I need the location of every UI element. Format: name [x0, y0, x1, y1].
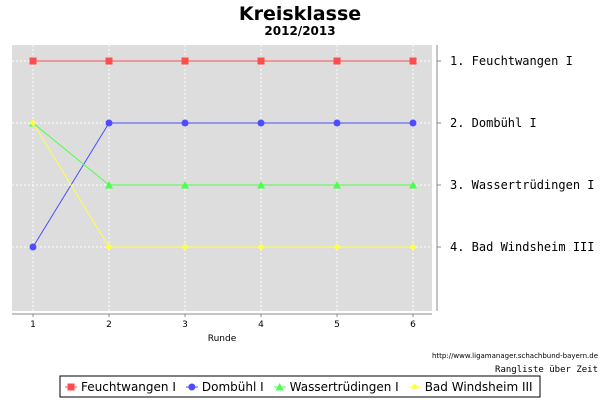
rank-label: 3. Wassertrüdingen I	[450, 178, 595, 192]
data-point	[105, 181, 113, 189]
x-axis-label: Runde	[208, 334, 237, 344]
axes	[12, 45, 441, 317]
data-point	[181, 243, 189, 251]
legend-box	[59, 375, 541, 398]
legend-item: Wassertrüdingen I	[273, 380, 399, 394]
x-tick-labels: 1 2 3 4 5 6	[30, 320, 416, 330]
legend: Feuchtwangen I Dombühl I Wassertrüdingen I…	[65, 380, 533, 394]
data-point	[105, 119, 113, 127]
series-line	[32, 122, 413, 186]
legend-label: Feuchtwangen I	[81, 380, 176, 394]
legend-item: Dombühl I	[185, 380, 264, 394]
data-point	[29, 243, 37, 251]
rank-labels: 1. Feuchtwangen I 2. Dombühl I 3. Wassertr…	[450, 54, 595, 254]
series-line	[32, 122, 413, 248]
rank-label: 4. Bad Windsheim III	[450, 240, 595, 254]
chart-caption: Rangliste über Zeit	[495, 365, 598, 375]
data-point	[257, 243, 265, 251]
data-point	[181, 57, 189, 65]
legend-item: Feuchtwangen I	[65, 380, 176, 394]
data-point	[105, 57, 113, 65]
data-point	[409, 119, 417, 127]
data-point	[409, 57, 417, 65]
plot-area	[12, 45, 432, 311]
data-point	[333, 181, 341, 189]
legend-marker	[188, 383, 196, 391]
data-point	[257, 119, 265, 127]
data-point	[333, 57, 341, 65]
data-point	[29, 57, 37, 65]
data-point	[181, 119, 189, 127]
rank-label: 1. Feuchtwangen I	[450, 54, 573, 68]
series-wassertr-dingen-i	[29, 119, 417, 189]
x-tick-label: 1	[30, 320, 36, 330]
chart-title: Kreisklasse	[239, 3, 361, 25]
x-tick-label: 5	[334, 320, 340, 330]
chart-subtitle: 2012/2013	[264, 24, 335, 38]
data-point	[257, 57, 265, 65]
series-line	[32, 122, 413, 248]
data-point	[105, 243, 113, 251]
x-tick-label: 4	[258, 320, 264, 330]
rank-label: 2. Dombühl I	[450, 116, 537, 130]
legend-label: Bad Windsheim III	[425, 380, 533, 394]
data-point	[257, 181, 265, 189]
x-tick-label: 6	[410, 320, 416, 330]
data-point	[333, 243, 341, 251]
legend-label: Dombühl I	[202, 380, 264, 394]
x-tick-label: 3	[182, 320, 188, 330]
series-feuchtwangen-i	[29, 57, 417, 65]
legend-marker	[411, 383, 419, 391]
legend-marker	[275, 383, 284, 391]
x-tick-label: 2	[106, 320, 112, 330]
legend-label: Wassertrüdingen I	[290, 380, 399, 394]
series-domb-hl-i	[29, 119, 417, 251]
source-url: http://www.ligamanager.schachbund-bayern…	[432, 352, 598, 360]
series-bad-windsheim-iii	[29, 119, 417, 251]
data-point	[181, 181, 189, 189]
data-point	[409, 243, 417, 251]
legend-marker	[67, 383, 75, 391]
series-lines	[29, 57, 417, 251]
data-point	[409, 181, 417, 189]
legend-item: Bad Windsheim III	[408, 380, 533, 394]
data-point	[29, 119, 37, 127]
data-point	[333, 119, 341, 127]
